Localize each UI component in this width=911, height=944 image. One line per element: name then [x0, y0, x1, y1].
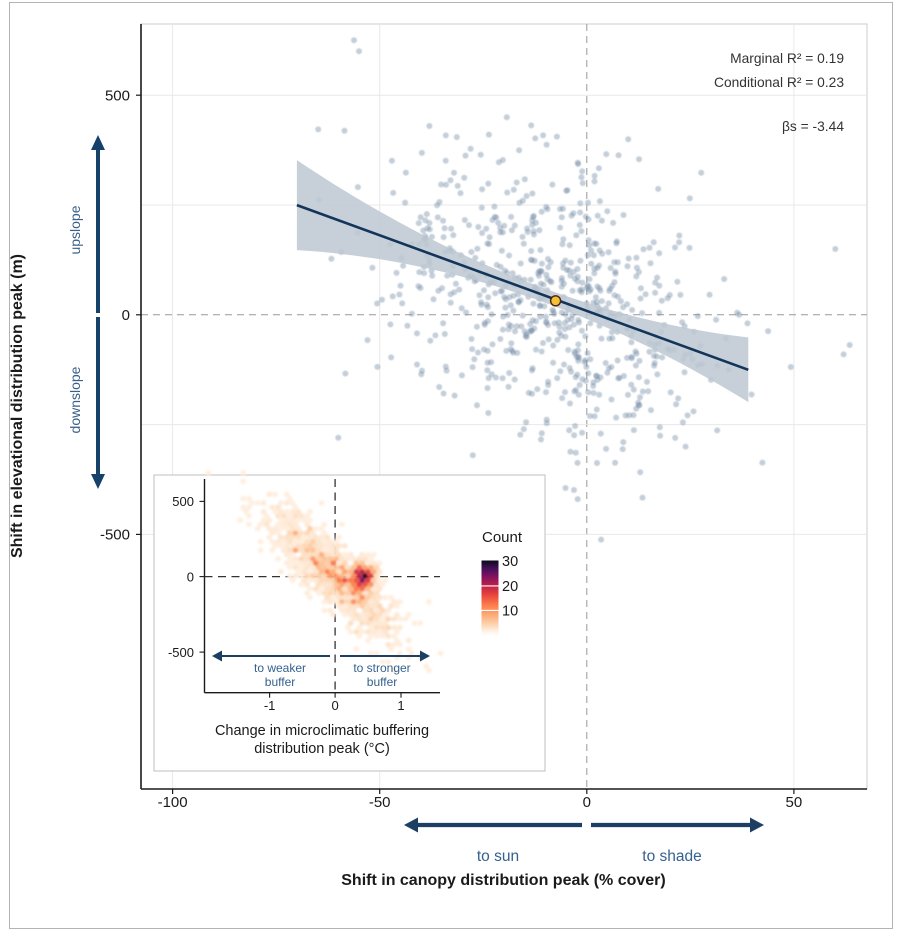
svg-text:-500: -500: [168, 645, 194, 660]
svg-text:Count: Count: [482, 529, 523, 546]
svg-text:Conditional R² = 0.23: Conditional R² = 0.23: [714, 75, 844, 90]
svg-text:50: 50: [786, 794, 803, 811]
svg-text:10: 10: [502, 604, 518, 620]
svg-text:buffer: buffer: [367, 675, 397, 689]
svg-text:buffer: buffer: [265, 675, 295, 689]
svg-text:1: 1: [397, 698, 404, 713]
svg-text:Shift in elevational distribut: Shift in elevational distribution peak (…: [9, 254, 26, 558]
svg-text:30: 30: [502, 554, 518, 570]
svg-text:βs = -3.44: βs = -3.44: [782, 119, 844, 134]
svg-text:500: 500: [105, 88, 130, 105]
svg-text:-100: -100: [158, 794, 188, 811]
svg-text:0: 0: [122, 307, 130, 324]
svg-text:to shade: to shade: [642, 848, 701, 865]
svg-text:500: 500: [172, 494, 194, 509]
svg-text:20: 20: [502, 579, 518, 595]
svg-text:Change in microclimatic buffer: Change in microclimatic buffering: [215, 723, 429, 739]
svg-text:upslope: upslope: [67, 205, 83, 254]
svg-text:downslope: downslope: [67, 366, 83, 433]
svg-text:0: 0: [187, 570, 194, 585]
svg-text:distribution peak (°C): distribution peak (°C): [254, 741, 390, 757]
svg-text:-50: -50: [369, 794, 391, 811]
svg-text:to sun: to sun: [477, 848, 519, 865]
svg-text:to weaker: to weaker: [254, 661, 306, 675]
svg-text:0: 0: [583, 794, 591, 811]
svg-text:Marginal R² = 0.19: Marginal R² = 0.19: [730, 51, 844, 66]
svg-text:-500: -500: [100, 527, 130, 544]
svg-text:-1: -1: [264, 698, 276, 713]
svg-text:Shift in canopy distribution p: Shift in canopy distribution peak (% cov…: [341, 872, 665, 889]
svg-text:to stronger: to stronger: [353, 661, 410, 675]
svg-text:0: 0: [331, 698, 338, 713]
